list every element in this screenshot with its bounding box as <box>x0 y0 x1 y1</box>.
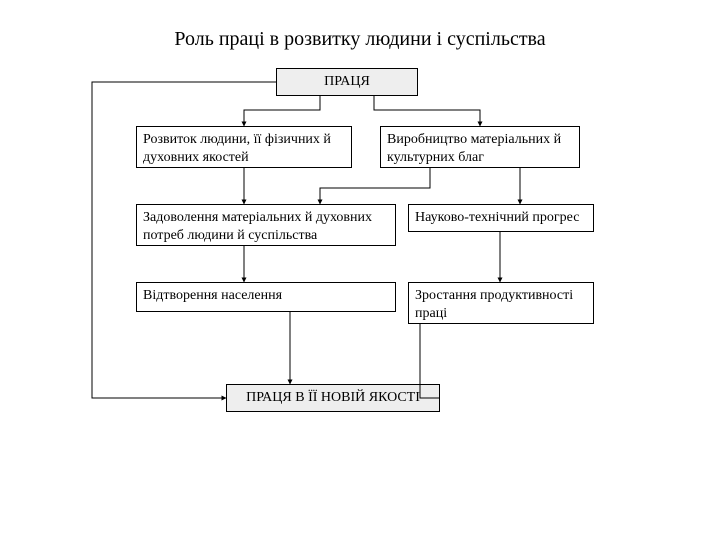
edge-prodGoods-needs <box>320 168 430 204</box>
edge-top-prodGoods <box>374 96 480 126</box>
node-needs: Задоволення матеріальних й духовних потр… <box>136 204 396 246</box>
node-prodGrow: Зростання продуктивності праці <box>408 282 594 324</box>
node-bottom: ПРАЦЯ В ЇЇ НОВІЙ ЯКОСТІ <box>226 384 440 412</box>
diagram-canvas: Роль праці в розвитку людини і суспільст… <box>0 0 720 540</box>
node-reprod: Відтворення населення <box>136 282 396 312</box>
node-top: ПРАЦЯ <box>276 68 418 96</box>
node-devHuman: Розвиток людини, її фізичних й духовних … <box>136 126 352 168</box>
edge-top-devHuman <box>244 96 320 126</box>
node-prodGoods: Виробництво матеріальних й культурних бл… <box>380 126 580 168</box>
node-sciTech: Науково-технічний прогрес <box>408 204 594 232</box>
diagram-title: Роль праці в розвитку людини і суспільст… <box>0 28 720 51</box>
